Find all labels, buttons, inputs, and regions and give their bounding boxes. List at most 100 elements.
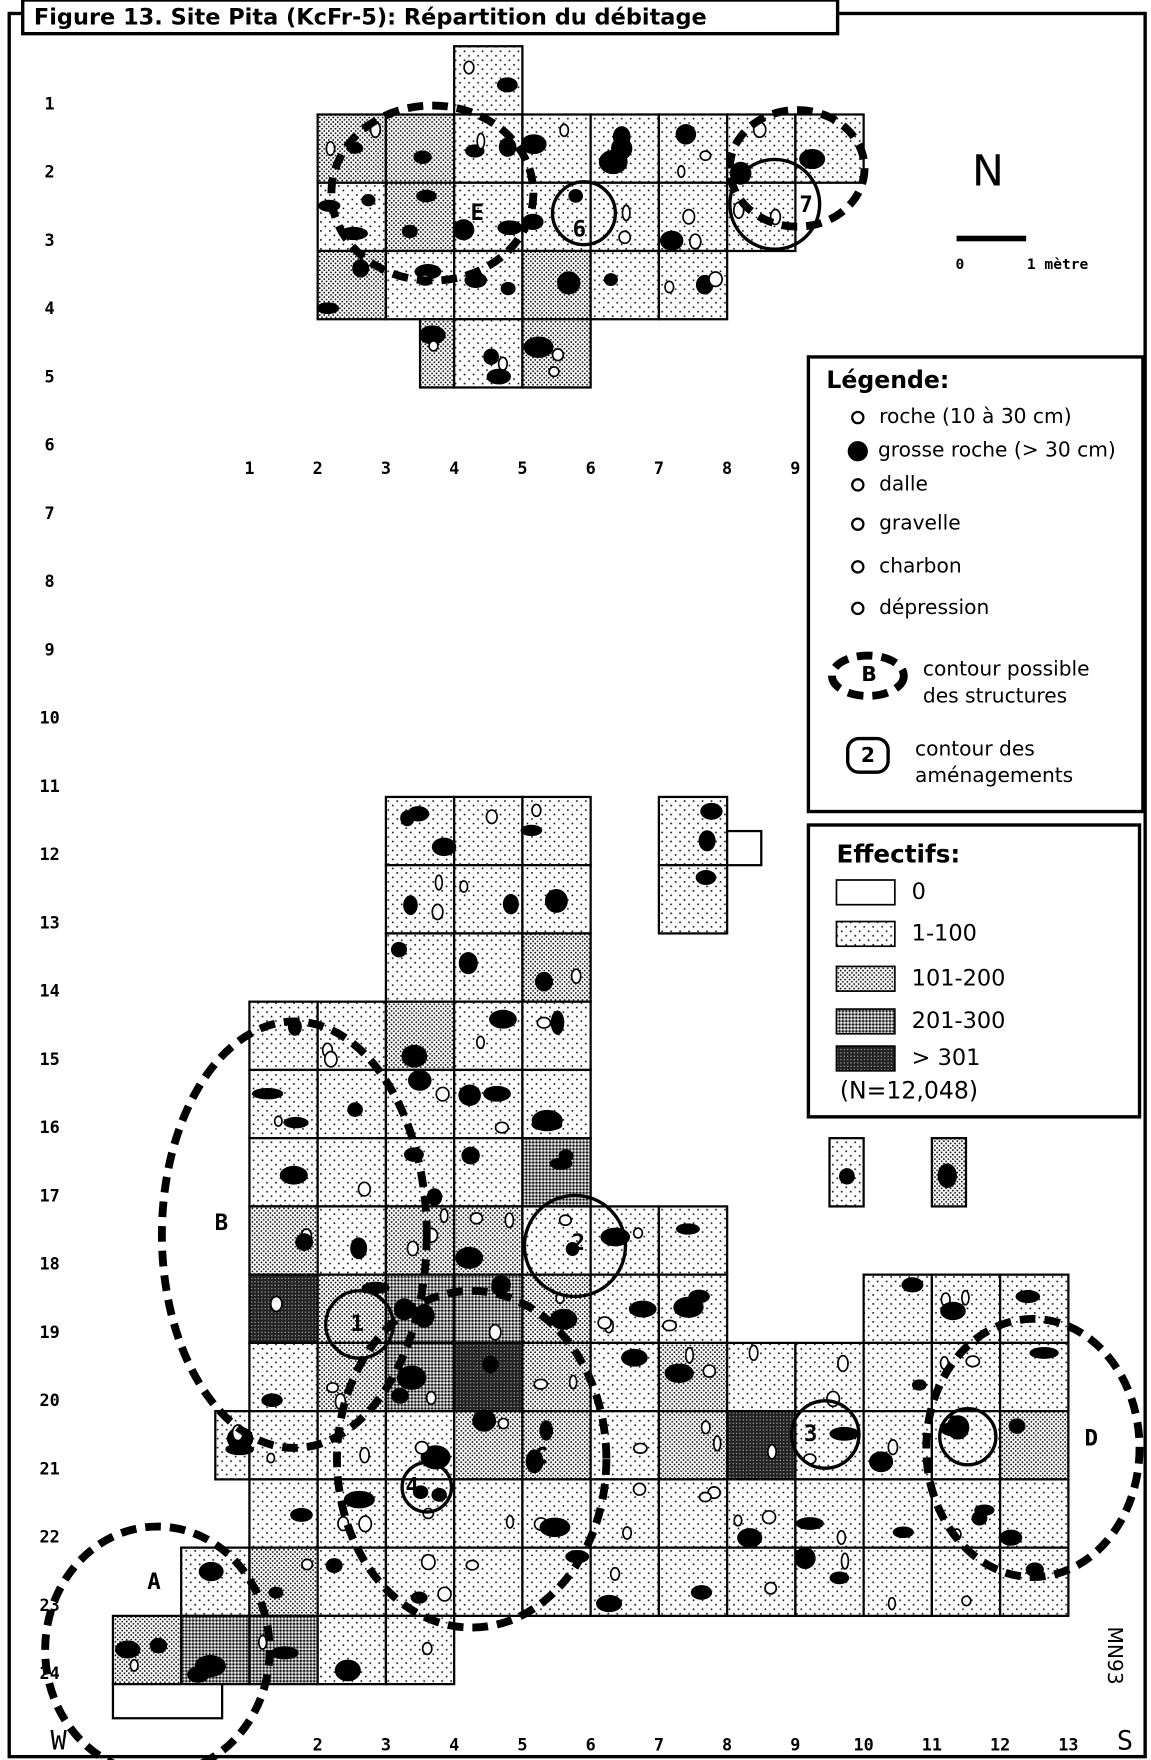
rock bbox=[421, 1641, 433, 1656]
grid-cell bbox=[248, 1341, 319, 1413]
rock bbox=[836, 1529, 847, 1546]
large-rock bbox=[403, 895, 418, 915]
amenagement-contour bbox=[400, 1460, 454, 1514]
large-rock bbox=[458, 952, 478, 975]
grid-cell bbox=[248, 1000, 319, 1072]
rock bbox=[129, 1658, 139, 1672]
rock bbox=[428, 340, 439, 352]
large-rock bbox=[407, 806, 430, 822]
scale-start: 0 bbox=[956, 256, 965, 273]
rock bbox=[437, 1586, 452, 1602]
amenagement-contour bbox=[938, 1406, 998, 1467]
amenagement-label: 1 bbox=[350, 1311, 364, 1337]
large-rock bbox=[498, 137, 517, 157]
grid-cell bbox=[248, 1068, 319, 1140]
rock bbox=[533, 1378, 549, 1390]
rock bbox=[548, 366, 560, 378]
large-rock bbox=[268, 1586, 284, 1599]
large-rock bbox=[486, 368, 511, 385]
rock bbox=[269, 1295, 283, 1313]
rock bbox=[497, 356, 509, 372]
rock bbox=[463, 60, 475, 75]
row-label: 21 bbox=[39, 1458, 59, 1478]
rock bbox=[632, 1227, 644, 1239]
rock bbox=[961, 1289, 970, 1306]
legend-item: roche (10 à 30 cm) bbox=[879, 404, 1071, 428]
large-rock bbox=[675, 1223, 700, 1235]
column-label: 8 bbox=[722, 458, 732, 478]
effectifs-swatch bbox=[835, 1008, 896, 1035]
large-rock bbox=[628, 1300, 657, 1318]
large-rock bbox=[612, 126, 631, 148]
large-rock bbox=[829, 1426, 860, 1441]
column-label: 5 bbox=[517, 1734, 527, 1754]
rock bbox=[357, 1181, 372, 1197]
legend-symbol bbox=[851, 410, 865, 425]
large-rock bbox=[940, 1301, 966, 1321]
row-label: 16 bbox=[39, 1117, 59, 1137]
column-label: 4 bbox=[449, 1734, 459, 1754]
column-label: 3 bbox=[381, 458, 391, 478]
row-label: 10 bbox=[39, 708, 59, 728]
large-rock bbox=[700, 802, 723, 820]
grid-cell bbox=[862, 1341, 934, 1413]
large-rock bbox=[261, 1393, 283, 1407]
effectifs-title: Effectifs: bbox=[836, 839, 960, 868]
rock bbox=[664, 280, 675, 294]
large-rock bbox=[426, 1188, 443, 1206]
rock bbox=[961, 1595, 972, 1607]
column-label: 9 bbox=[790, 458, 800, 478]
rock bbox=[434, 874, 444, 891]
large-rock bbox=[549, 1157, 573, 1170]
effectifs-class: > 301 bbox=[912, 1045, 981, 1071]
large-rock bbox=[350, 1237, 368, 1260]
rock bbox=[551, 348, 565, 362]
large-rock bbox=[795, 1517, 824, 1530]
large-rock bbox=[279, 1165, 308, 1185]
effectifs-total: (N=12,048) bbox=[840, 1077, 978, 1105]
grid-cell bbox=[248, 1273, 319, 1345]
grid-cell bbox=[521, 1478, 592, 1549]
rock bbox=[497, 1417, 510, 1430]
rock bbox=[323, 1050, 338, 1068]
large-rock bbox=[401, 1044, 428, 1068]
large-rock bbox=[603, 273, 618, 287]
structure-contour bbox=[41, 1522, 274, 1760]
south-label: S bbox=[1117, 1726, 1133, 1757]
effectifs-class: 0 bbox=[912, 879, 926, 905]
large-rock bbox=[352, 259, 370, 278]
amenagement-label: 5 bbox=[948, 1412, 962, 1438]
grid-cell bbox=[657, 1205, 729, 1276]
legend-item: gravelle bbox=[879, 511, 961, 535]
large-rock bbox=[523, 336, 554, 358]
row-label: 4 bbox=[45, 298, 55, 318]
rock bbox=[702, 1364, 717, 1378]
legend-item: des structures bbox=[923, 684, 1067, 708]
rock bbox=[257, 1634, 268, 1650]
large-rock bbox=[525, 1449, 544, 1474]
rock bbox=[358, 1515, 373, 1533]
grid-cell bbox=[384, 249, 456, 321]
grid-cell bbox=[316, 1410, 388, 1481]
large-rock bbox=[483, 348, 499, 365]
grid-cell bbox=[657, 1546, 729, 1618]
rock bbox=[712, 1435, 722, 1452]
rock bbox=[558, 1214, 573, 1227]
amenagement-label: 3 bbox=[804, 1421, 818, 1447]
rock bbox=[570, 968, 582, 985]
rock bbox=[632, 1482, 647, 1496]
legend-symbol-label: B bbox=[861, 662, 876, 686]
large-rock bbox=[695, 869, 717, 886]
rock bbox=[439, 1208, 449, 1224]
large-rock bbox=[452, 219, 475, 241]
rock bbox=[840, 1552, 850, 1570]
large-rock bbox=[675, 124, 697, 145]
large-rock bbox=[149, 1637, 168, 1654]
large-rock bbox=[391, 1387, 409, 1404]
column-label: 7 bbox=[654, 458, 664, 478]
structure-contour bbox=[327, 101, 538, 285]
row-label: 23 bbox=[39, 1595, 59, 1615]
large-rock bbox=[295, 1233, 314, 1251]
grid-cell bbox=[726, 829, 763, 867]
rock bbox=[435, 1086, 450, 1102]
